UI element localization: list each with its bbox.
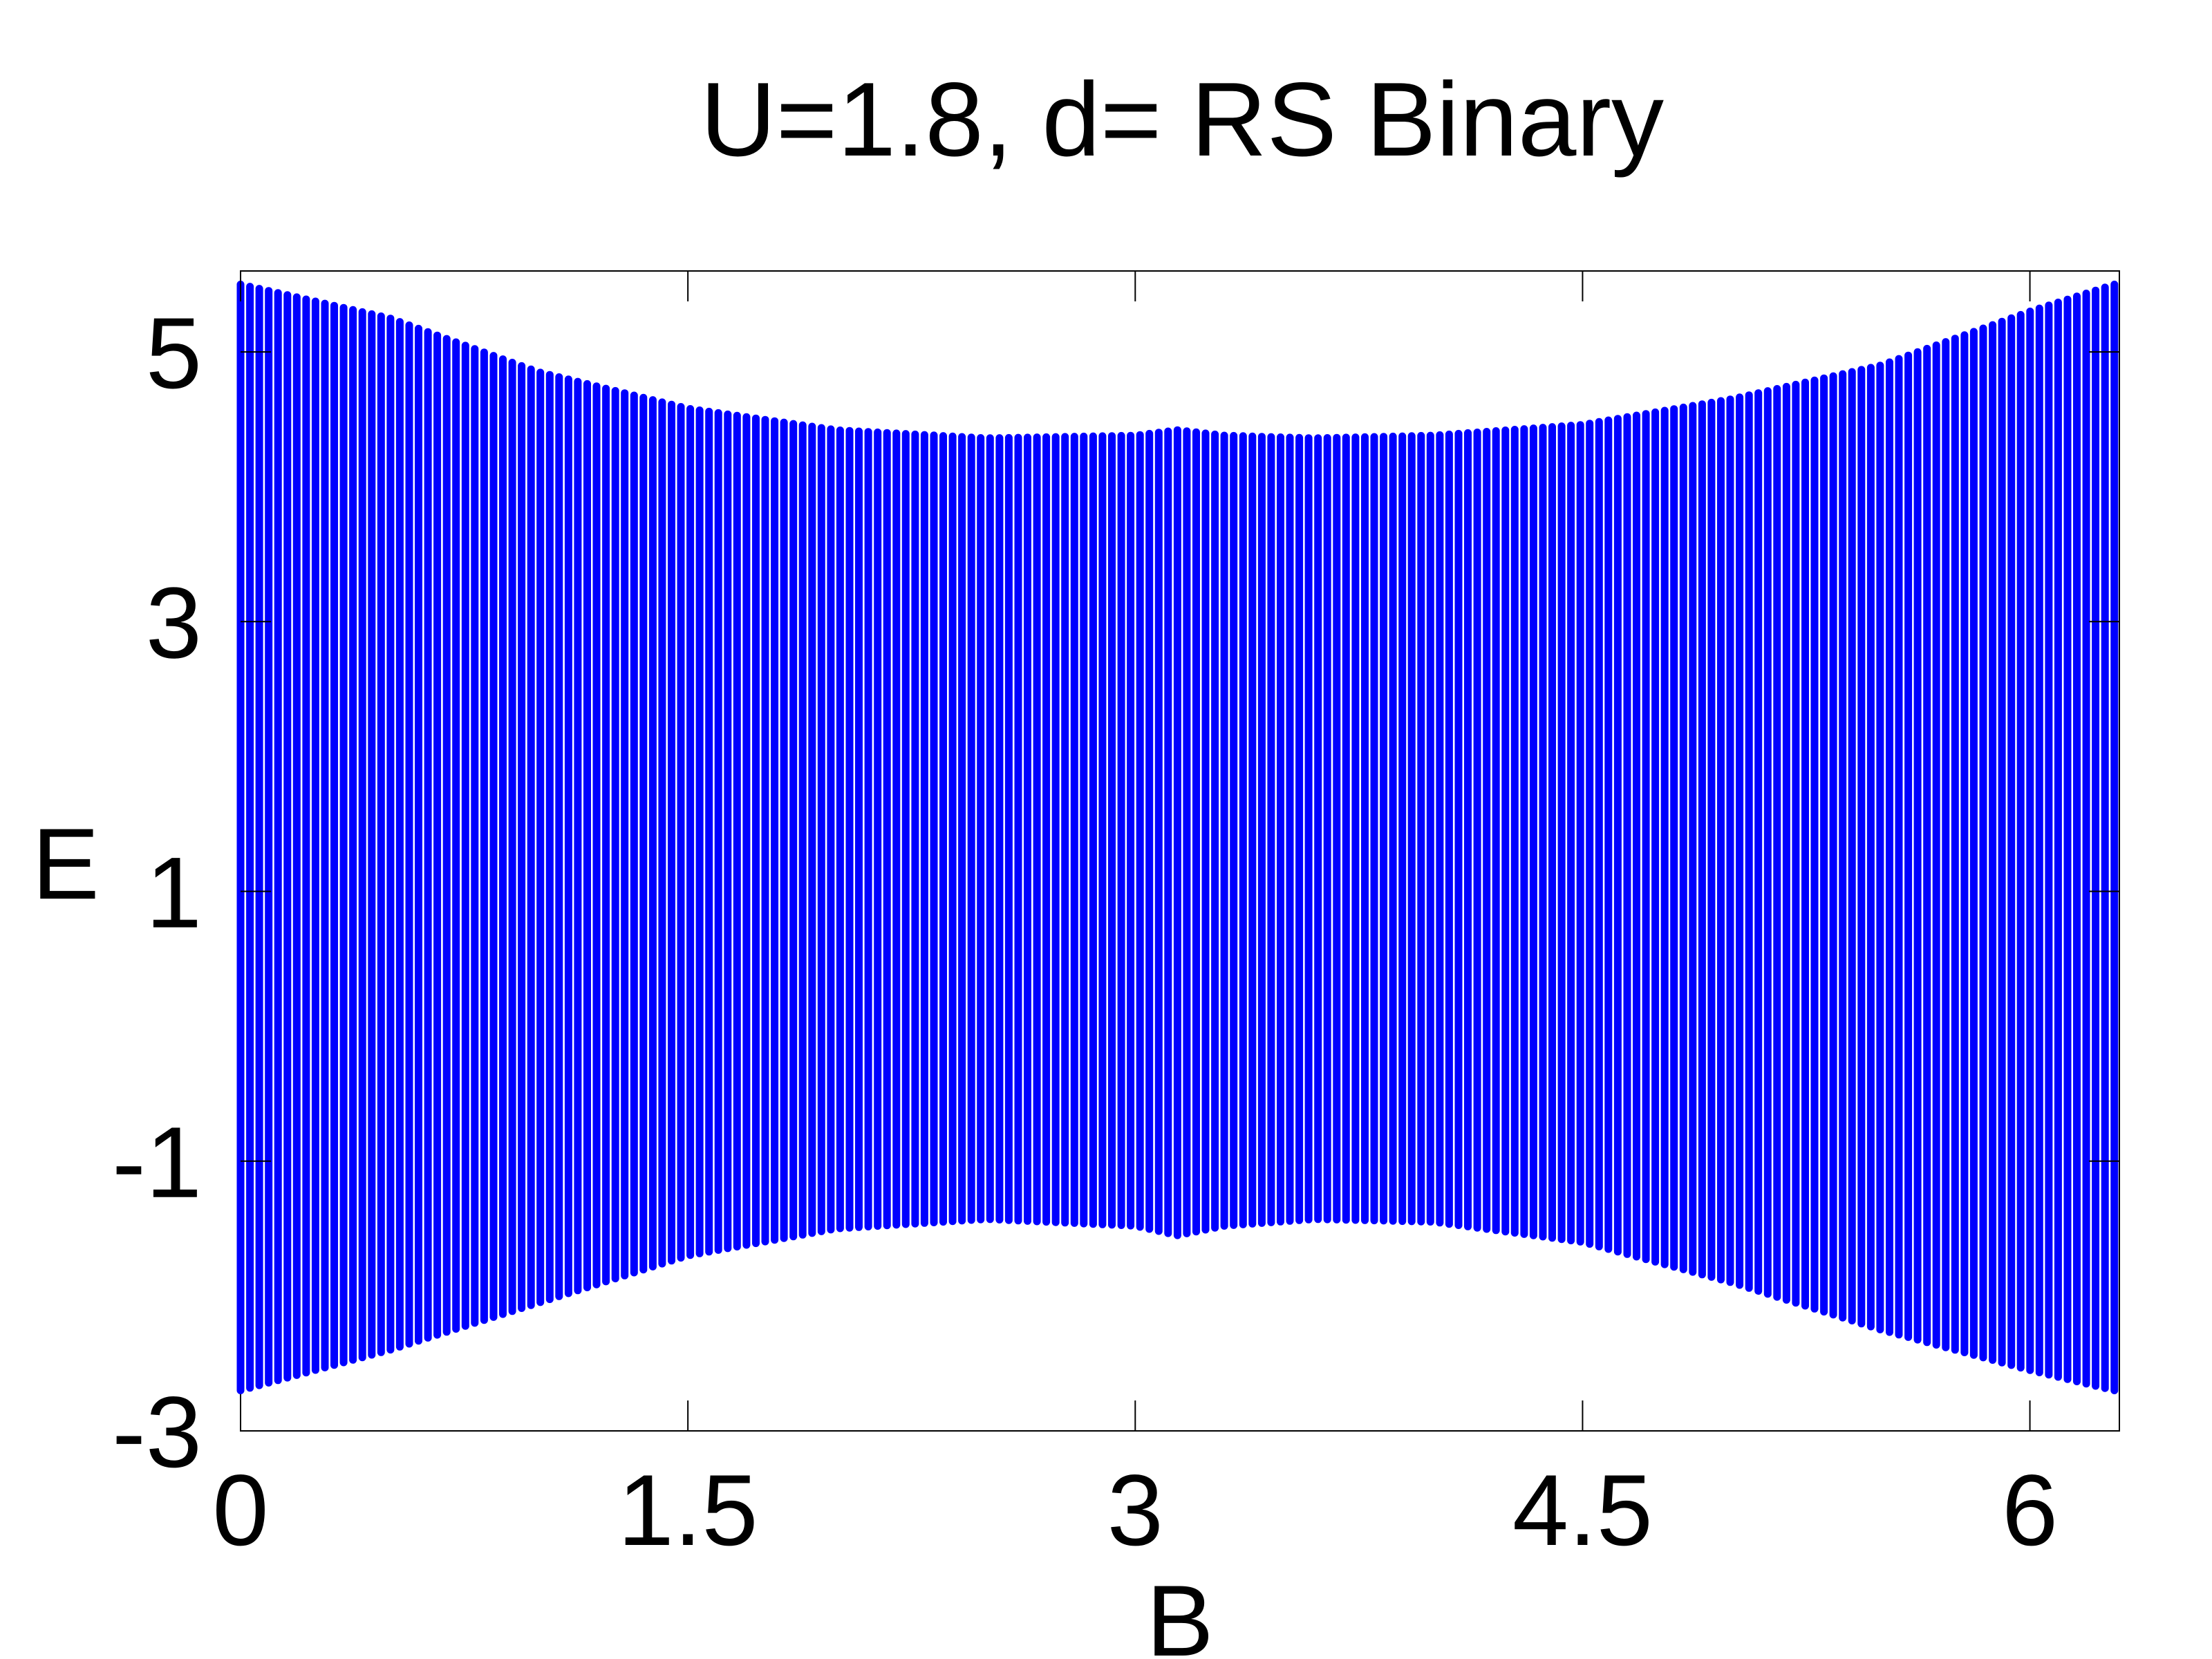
x-tick-label: 0 [212,1454,268,1566]
x-axis-title: B [1146,1564,1213,1659]
y-tick-label: -3 [112,1376,202,1488]
y-tick-label: -1 [112,1106,202,1219]
data-points-layer [236,281,2119,1394]
chart-title: U=1.8, d= RS Binary [700,61,1664,178]
y-axis-title: E [32,807,99,920]
y-tick-label: 1 [146,836,202,949]
x-tick-label: 1.5 [618,1454,758,1566]
y-axis: -3 -1 1 3 5 [112,297,2119,1488]
y-tick-label: 5 [146,297,202,409]
x-axis: 0 1.5 3 4.5 6 [212,271,2058,1566]
y-tick-label: 3 [146,566,202,679]
x-tick-label: 4.5 [1512,1454,1653,1566]
x-tick-label: 3 [1107,1454,1163,1566]
x-tick-label: 6 [2002,1454,2058,1566]
